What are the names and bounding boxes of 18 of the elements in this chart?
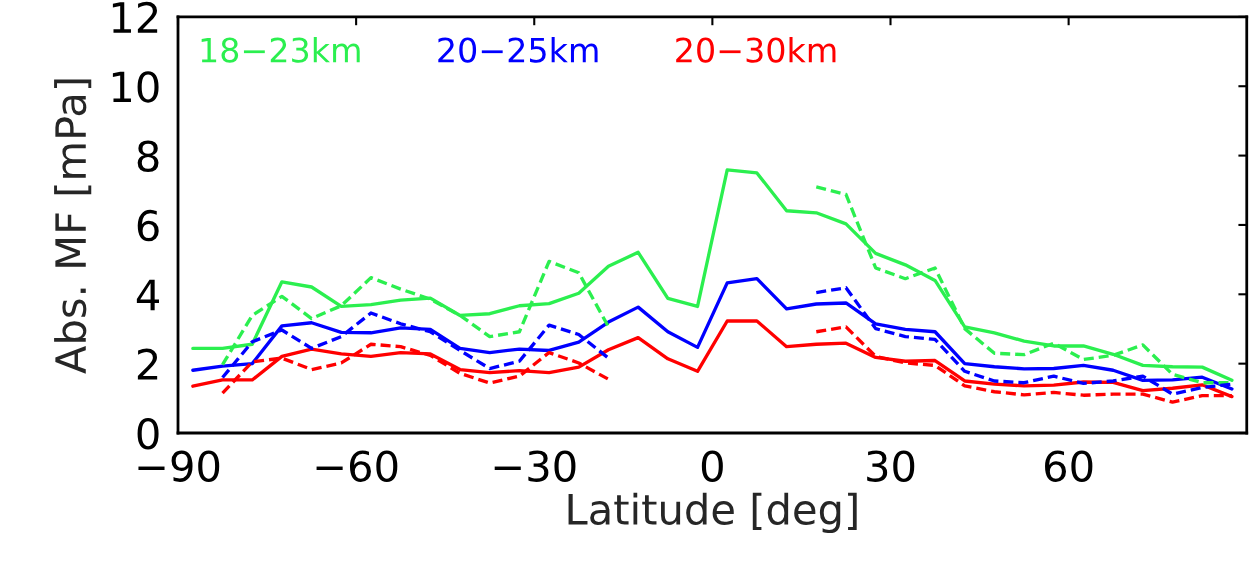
text: 20−30km [676, 36, 836, 63]
text: 20−25km [438, 36, 598, 63]
text: 18−23km [201, 36, 360, 63]
x-tick-label: 0 [701, 450, 723, 482]
y-tick-label: 10 [112, 71, 159, 103]
x-tick-label: −30 [494, 450, 576, 482]
y-tick-label: 0 [137, 417, 159, 450]
x-tick-label: 60 [1045, 450, 1093, 482]
y-axis-title: Abs. MF [mPa] [54, 79, 92, 374]
y-tick-label: 12 [112, 1, 158, 33]
x-tick-label: −90 [138, 450, 220, 482]
y-tick-label: 4 [136, 279, 159, 311]
y-tick-label: 2 [137, 348, 158, 380]
y-tick-label: 6 [137, 209, 159, 242]
x-axis-title: Latitude [deg] [568, 492, 857, 534]
x-tick-label: 30 [867, 450, 915, 482]
x-tick-label: −60 [316, 450, 398, 482]
y-tick-label: 8 [137, 140, 159, 173]
